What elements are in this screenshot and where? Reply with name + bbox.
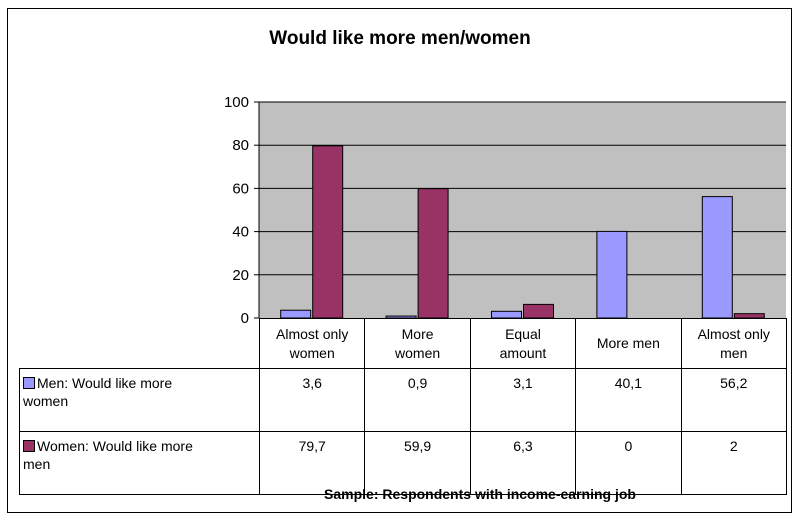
category-label: More women (365, 319, 470, 369)
bar-men-would-like-more-women (492, 311, 522, 318)
table-row: Men: Would like more women 3,6 0,9 3,1 40,1 56… (20, 369, 787, 432)
category-label: Almost only women (260, 319, 365, 369)
table-corner (20, 319, 260, 369)
y-tick-label: 60 (232, 180, 249, 197)
bar-women-would-like-more-men (313, 146, 343, 318)
category-label: More men (576, 319, 681, 369)
data-value: 56,2 (681, 369, 786, 432)
bar-women-would-like-more-men (524, 304, 554, 318)
bar-men-would-like-more-women (281, 310, 311, 318)
data-value: 3,6 (260, 369, 365, 432)
y-tick-label: 20 (232, 267, 249, 284)
footnote: Sample: Respondents with income-earning … (0, 486, 800, 502)
bar-men-would-like-more-women (597, 231, 627, 318)
data-value: 40,1 (576, 369, 681, 432)
legend-swatch (23, 440, 35, 452)
y-tick-label: 40 (232, 224, 249, 241)
data-table: Almost only women More women Equal amount More… (19, 318, 787, 495)
category-label: Almost only men (681, 319, 786, 369)
y-tick-label: 100 (224, 94, 249, 111)
y-tick-label: 80 (232, 137, 249, 154)
data-value: 0,9 (365, 369, 470, 432)
category-label: Equal amount (470, 319, 575, 369)
bar-women-would-like-more-men (418, 189, 448, 318)
bar-men-would-like-more-women (702, 197, 732, 318)
legend-entry: Men: Would like more women (20, 369, 260, 432)
data-value: 3,1 (470, 369, 575, 432)
legend-swatch (23, 377, 35, 389)
